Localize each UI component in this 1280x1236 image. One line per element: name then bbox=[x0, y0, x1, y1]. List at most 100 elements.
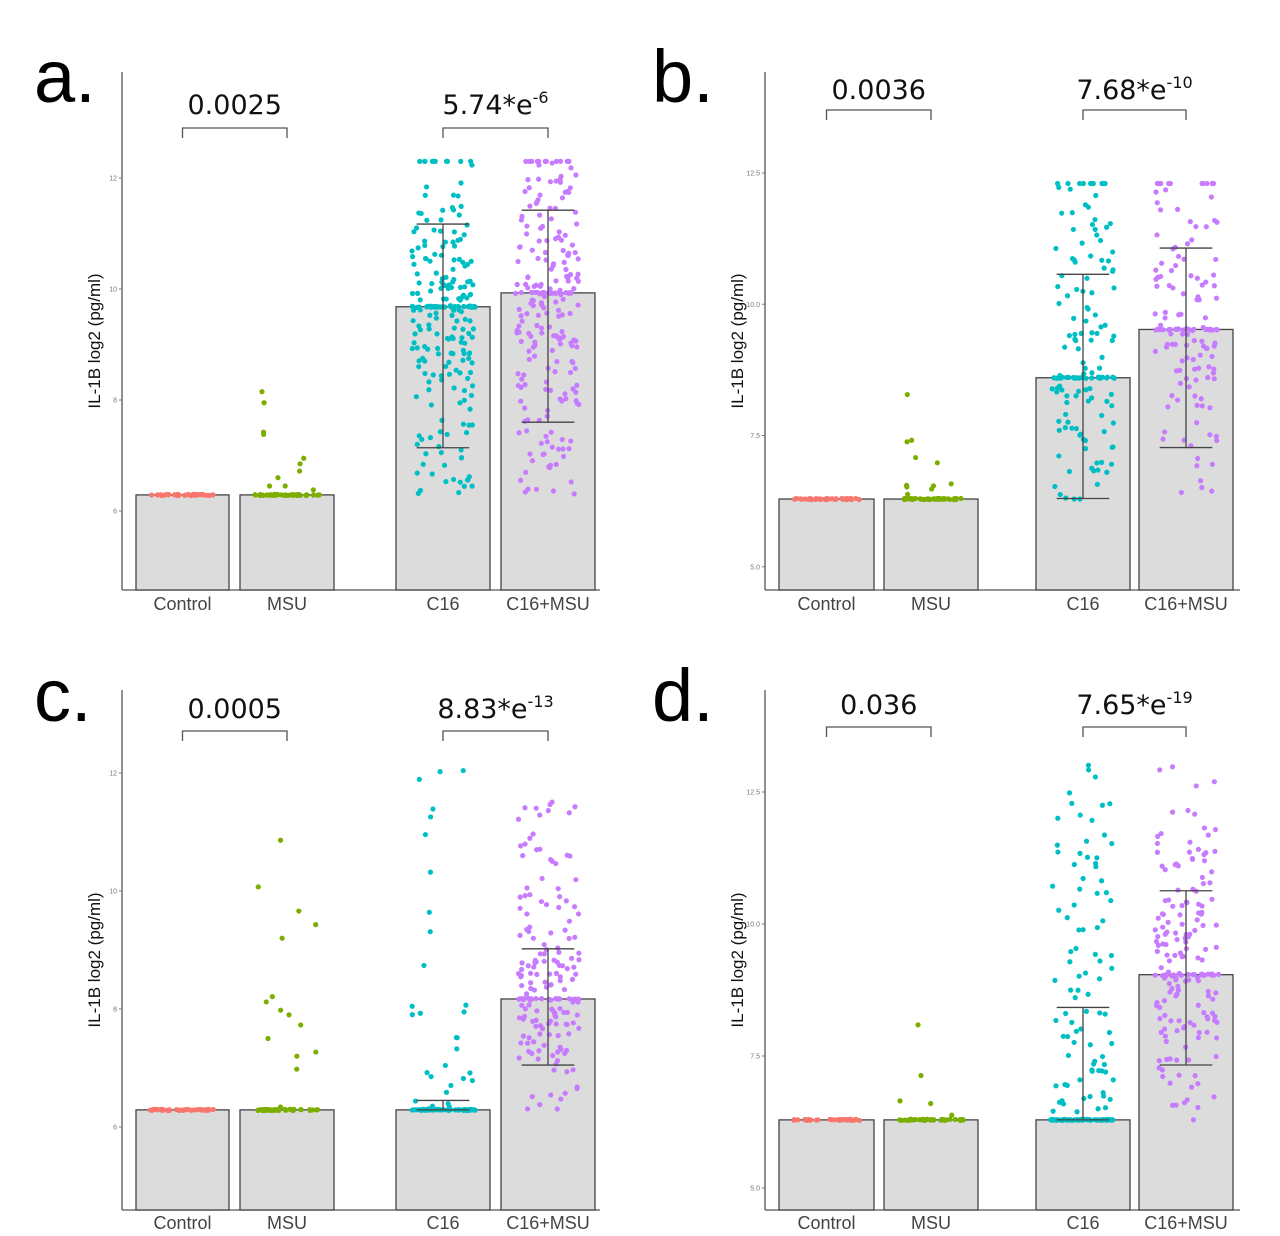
data-point bbox=[519, 376, 525, 382]
data-point bbox=[535, 255, 541, 262]
data-point bbox=[538, 281, 544, 288]
data-point bbox=[411, 261, 417, 267]
data-point bbox=[1169, 764, 1176, 770]
data-point bbox=[275, 475, 281, 481]
data-point bbox=[200, 1107, 207, 1113]
points-msu bbox=[897, 1022, 966, 1124]
x-tick-label: Control bbox=[153, 594, 211, 614]
points-c16-plus-msu bbox=[512, 158, 582, 497]
data-point bbox=[1109, 1040, 1115, 1047]
data-point bbox=[1174, 1057, 1180, 1063]
data-point bbox=[417, 1010, 423, 1016]
data-point bbox=[1064, 915, 1070, 921]
significance-bracket bbox=[181, 730, 288, 741]
data-point bbox=[1056, 453, 1062, 459]
y-tick-label: 5.0 bbox=[750, 564, 760, 571]
error-bar-c16 bbox=[416, 223, 470, 449]
data-point bbox=[1213, 295, 1220, 301]
data-point bbox=[1193, 783, 1199, 789]
data-point bbox=[1154, 840, 1161, 847]
data-point bbox=[526, 1002, 532, 1008]
data-point bbox=[1065, 180, 1071, 187]
data-point bbox=[1203, 850, 1209, 856]
data-point bbox=[431, 227, 437, 233]
data-point bbox=[557, 974, 563, 980]
data-point bbox=[1159, 972, 1165, 979]
data-point bbox=[1154, 232, 1160, 238]
data-point bbox=[301, 455, 307, 461]
points-c16 bbox=[1048, 762, 1116, 1124]
data-point bbox=[1101, 1061, 1107, 1068]
data-point bbox=[458, 180, 464, 186]
data-point bbox=[1176, 970, 1183, 977]
data-point bbox=[560, 333, 567, 340]
data-point bbox=[1066, 468, 1073, 475]
data-point bbox=[1064, 1033, 1071, 1040]
data-point bbox=[412, 1098, 419, 1104]
data-point bbox=[409, 345, 415, 352]
data-point bbox=[567, 272, 574, 278]
error-bar-c16 bbox=[1056, 273, 1110, 500]
data-point bbox=[427, 258, 433, 264]
data-point bbox=[537, 291, 543, 297]
data-point bbox=[409, 1012, 415, 1018]
points-c16 bbox=[1049, 180, 1117, 502]
data-point bbox=[1169, 392, 1175, 399]
data-point bbox=[437, 228, 444, 234]
data-point bbox=[1068, 948, 1074, 955]
data-point bbox=[558, 291, 564, 298]
data-point bbox=[1080, 180, 1087, 187]
data-point bbox=[1101, 832, 1108, 838]
chart-panel-d: d. 5.0 7.5 10.0 12.5 IL-1B log2 (pg/ml) Contro… bbox=[652, 654, 1240, 1233]
data-point bbox=[1104, 469, 1110, 475]
data-point bbox=[296, 468, 303, 474]
data-point bbox=[1087, 1093, 1093, 1100]
data-point bbox=[454, 1046, 460, 1052]
data-point bbox=[561, 1009, 567, 1016]
y-tick-label: 12.5 bbox=[746, 790, 760, 797]
significance-bracket bbox=[825, 726, 932, 737]
data-point bbox=[1065, 419, 1071, 425]
data-point bbox=[1099, 1068, 1105, 1074]
data-point bbox=[427, 869, 434, 875]
data-point bbox=[1111, 333, 1117, 339]
data-point bbox=[1193, 223, 1199, 230]
p-value-label: 7.65*e-19 bbox=[1076, 688, 1192, 721]
data-point bbox=[298, 1107, 304, 1113]
p-value-exponent: -6 bbox=[533, 88, 549, 107]
data-point bbox=[557, 179, 564, 185]
data-point bbox=[1166, 327, 1172, 333]
data-point bbox=[1186, 849, 1193, 855]
data-point bbox=[525, 1040, 531, 1046]
data-point bbox=[414, 470, 420, 476]
data-point bbox=[1055, 283, 1061, 290]
data-point bbox=[533, 1023, 539, 1029]
data-point bbox=[294, 1053, 300, 1059]
p-value-exponent: -13 bbox=[528, 692, 554, 711]
data-point bbox=[575, 302, 581, 308]
data-point bbox=[1054, 842, 1060, 848]
data-point bbox=[1208, 971, 1214, 977]
data-point bbox=[1049, 386, 1055, 392]
data-point bbox=[199, 492, 205, 498]
data-point bbox=[952, 1116, 958, 1123]
data-point bbox=[1071, 861, 1077, 868]
data-point bbox=[1069, 210, 1075, 216]
data-point bbox=[523, 158, 529, 164]
data-point bbox=[1053, 245, 1059, 252]
data-point bbox=[1094, 890, 1100, 896]
data-point bbox=[559, 195, 566, 201]
x-tick-label: C16+MSU bbox=[506, 1213, 590, 1231]
data-point bbox=[409, 253, 416, 260]
points-control bbox=[147, 1106, 216, 1114]
data-point bbox=[1085, 762, 1092, 768]
y-tick-label: 10 bbox=[109, 889, 117, 896]
data-point bbox=[1169, 973, 1175, 979]
data-point bbox=[416, 433, 422, 439]
data-point bbox=[566, 1031, 572, 1037]
y-tick-label: 10.0 bbox=[746, 302, 760, 309]
data-point bbox=[554, 1106, 560, 1112]
data-point bbox=[1065, 1052, 1072, 1059]
significance-bracket bbox=[442, 127, 549, 138]
data-point bbox=[1097, 1010, 1103, 1016]
